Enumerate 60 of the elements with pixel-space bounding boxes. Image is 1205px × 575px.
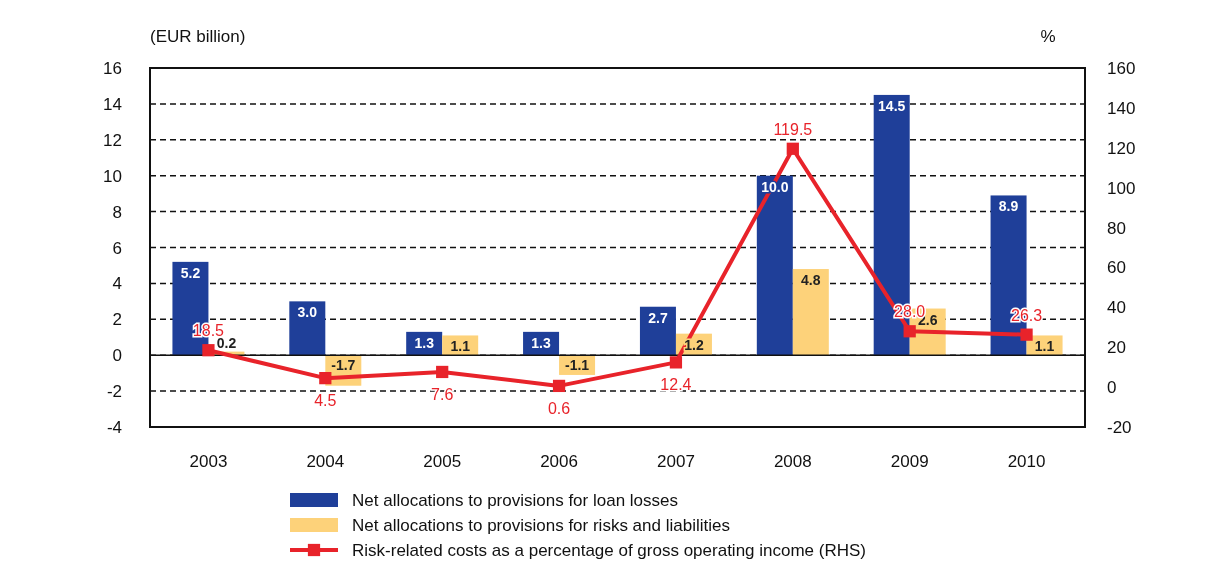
data-label: 1.1 bbox=[450, 338, 471, 355]
bar bbox=[756, 175, 793, 356]
y-tick-label: 10 bbox=[103, 166, 122, 186]
point bbox=[786, 142, 799, 155]
point bbox=[552, 379, 566, 393]
data-label: 12.4 bbox=[660, 376, 692, 394]
data-label: 1.3 bbox=[414, 334, 435, 351]
y2-tick-label: 20 bbox=[1107, 338, 1126, 358]
x-tick-label: 2009 bbox=[890, 452, 929, 471]
y-tick-label: 16 bbox=[103, 59, 122, 78]
data-label: -1.1 bbox=[565, 357, 590, 374]
y-tick-label: 14 bbox=[103, 94, 122, 114]
point bbox=[1020, 328, 1033, 341]
data-label: 14.5 bbox=[878, 97, 906, 114]
x-tick-label: 2005 bbox=[423, 452, 462, 471]
y2-tick-label: 120 bbox=[1107, 138, 1136, 158]
x-tick-label: 2008 bbox=[773, 452, 812, 471]
data-label: 5.2 bbox=[180, 264, 201, 281]
data-label: 2.7 bbox=[648, 309, 668, 326]
y2-tick-label: 60 bbox=[1107, 258, 1126, 278]
legend-label: Risk-related costs as a percentage of gross operating income (RHS) bbox=[352, 541, 867, 560]
data-label: 0.6 bbox=[547, 399, 571, 417]
y2-tick-label: 160 bbox=[1107, 59, 1136, 78]
y-tick-label: 8 bbox=[112, 202, 122, 222]
point bbox=[903, 325, 916, 338]
y-axis-title: (EUR billion) bbox=[150, 27, 246, 46]
y-tick-label: 0 bbox=[112, 346, 122, 366]
data-label: -1.7 bbox=[331, 357, 356, 374]
data-label: 8.9 bbox=[998, 198, 1019, 215]
y2-tick-label: 100 bbox=[1107, 178, 1136, 198]
y-tick-label: 4 bbox=[112, 274, 122, 294]
x-tick-label: 2010 bbox=[1007, 452, 1046, 471]
y-tick-label: 2 bbox=[112, 310, 122, 330]
x-tick-label: 2004 bbox=[306, 452, 345, 471]
point bbox=[436, 365, 449, 379]
y-tick-label: -4 bbox=[106, 418, 122, 437]
y2-tick-label: 140 bbox=[1107, 98, 1136, 118]
y2-tick-label: -20 bbox=[1107, 418, 1132, 437]
y2-tick-label: 0 bbox=[1107, 378, 1117, 398]
y-tick-label: 6 bbox=[112, 238, 122, 258]
bar bbox=[792, 269, 829, 356]
y-tick-label: 12 bbox=[103, 130, 122, 150]
point bbox=[669, 356, 683, 369]
y2-axis-title: % bbox=[1040, 27, 1056, 46]
y2-tick-label: 40 bbox=[1107, 298, 1126, 318]
data-label: 119.5 bbox=[773, 120, 813, 138]
x-tick-label: 2006 bbox=[540, 452, 578, 471]
data-label: 4.8 bbox=[801, 272, 821, 289]
point bbox=[202, 344, 215, 357]
point bbox=[319, 372, 332, 385]
data-label: 1.3 bbox=[531, 334, 551, 351]
legend-label: Net allocations to provisions for risks and liabilities bbox=[352, 516, 730, 535]
legend-label: Net allocations to provisions for loan losses bbox=[352, 491, 678, 510]
y2-tick-label: 80 bbox=[1107, 218, 1126, 238]
x-tick-label: 2003 bbox=[189, 452, 228, 471]
data-label: 4.5 bbox=[314, 392, 337, 410]
x-tick-label: 2007 bbox=[657, 452, 695, 471]
data-label: 1.1 bbox=[1034, 338, 1055, 355]
data-label: 3.0 bbox=[297, 304, 318, 321]
y-tick-label: -2 bbox=[106, 382, 122, 402]
